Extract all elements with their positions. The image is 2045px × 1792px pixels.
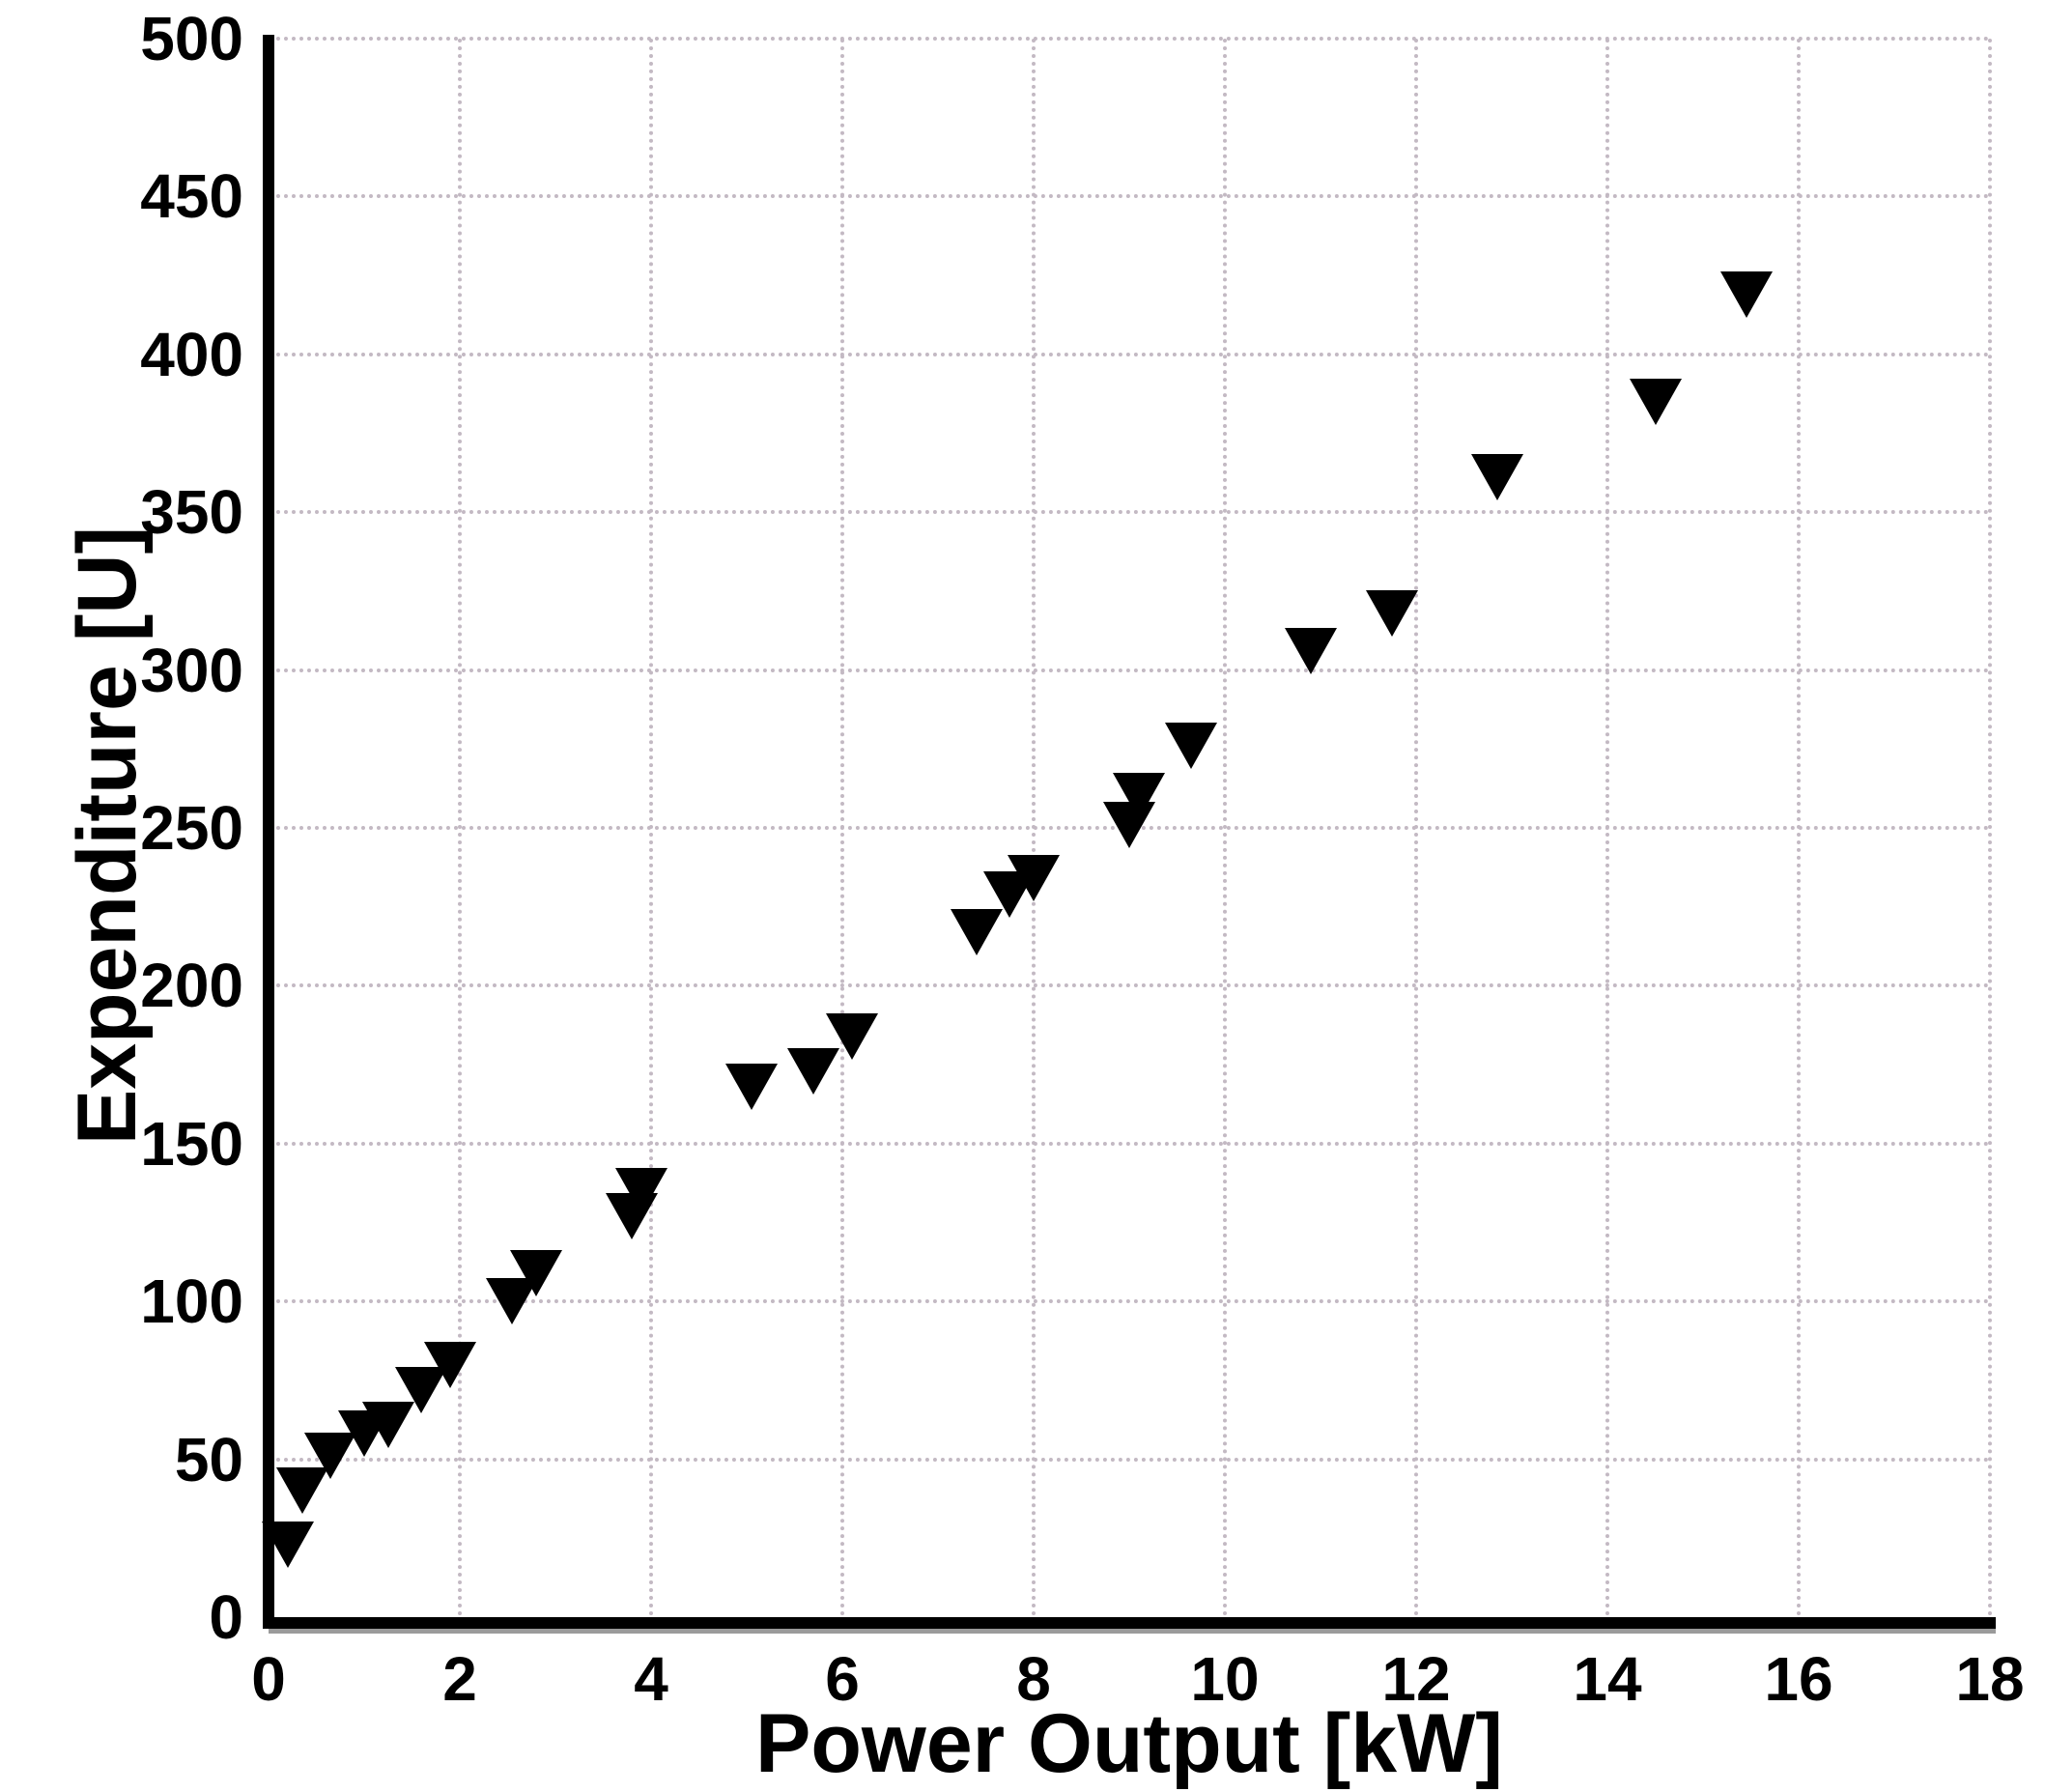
data-point-marker: [1471, 454, 1524, 501]
data-point-marker: [424, 1341, 477, 1388]
data-point-marker: [1008, 855, 1060, 902]
x-tick-label: 16: [1764, 1644, 1833, 1714]
data-point-marker: [1285, 627, 1338, 674]
horizontal-gridline: [269, 352, 1990, 356]
y-tick-label: 300: [140, 635, 243, 705]
data-point-marker: [1165, 723, 1218, 770]
x-tick-label: 18: [1955, 1644, 2025, 1714]
data-point-marker: [1719, 270, 1773, 318]
y-tick-label: 500: [140, 4, 243, 73]
vertical-gridline: [1988, 39, 1992, 1617]
x-axis-line: [263, 1617, 1996, 1629]
horizontal-gridline: [269, 1141, 1990, 1146]
horizontal-gridline: [269, 1299, 1990, 1304]
x-tick-label: 14: [1573, 1644, 1642, 1714]
x-tick-label: 10: [1190, 1644, 1260, 1714]
horizontal-gridline: [269, 1457, 1990, 1462]
y-tick-label: 0: [209, 1582, 243, 1652]
y-axis-title: Expenditure [U]: [61, 526, 154, 1146]
x-tick-label: 0: [251, 1644, 286, 1714]
horizontal-gridline: [269, 668, 1990, 672]
y-tick-label: 50: [174, 1424, 243, 1494]
data-point-marker: [1366, 589, 1419, 637]
y-axis-line: [263, 35, 274, 1629]
y-tick-label: 250: [140, 793, 243, 863]
y-tick-label: 150: [140, 1108, 243, 1179]
data-point-marker: [1112, 773, 1165, 820]
horizontal-gridline: [269, 194, 1990, 199]
data-point-marker: [724, 1063, 778, 1110]
x-tick-label: 8: [1016, 1644, 1051, 1714]
y-tick-label: 350: [140, 477, 243, 548]
data-point-marker: [615, 1167, 668, 1214]
data-point-marker: [1629, 378, 1682, 425]
x-axis-shadow: [269, 1629, 1996, 1634]
horizontal-gridline: [269, 983, 1990, 988]
y-tick-label: 100: [140, 1266, 243, 1337]
x-tick-label: 4: [634, 1644, 668, 1714]
y-tick-label: 450: [140, 161, 243, 232]
x-tick-label: 2: [442, 1644, 477, 1714]
y-tick-label: 200: [140, 951, 243, 1021]
x-axis-title: Power Output [kW]: [755, 1697, 1503, 1790]
data-point-marker: [261, 1521, 314, 1568]
data-point-marker: [510, 1249, 563, 1296]
horizontal-gridline: [269, 510, 1990, 515]
x-tick-label: 6: [825, 1644, 860, 1714]
x-tick-label: 12: [1381, 1644, 1451, 1714]
data-point-marker: [825, 1012, 878, 1060]
y-tick-label: 400: [140, 319, 243, 389]
horizontal-gridline: [269, 37, 1990, 41]
